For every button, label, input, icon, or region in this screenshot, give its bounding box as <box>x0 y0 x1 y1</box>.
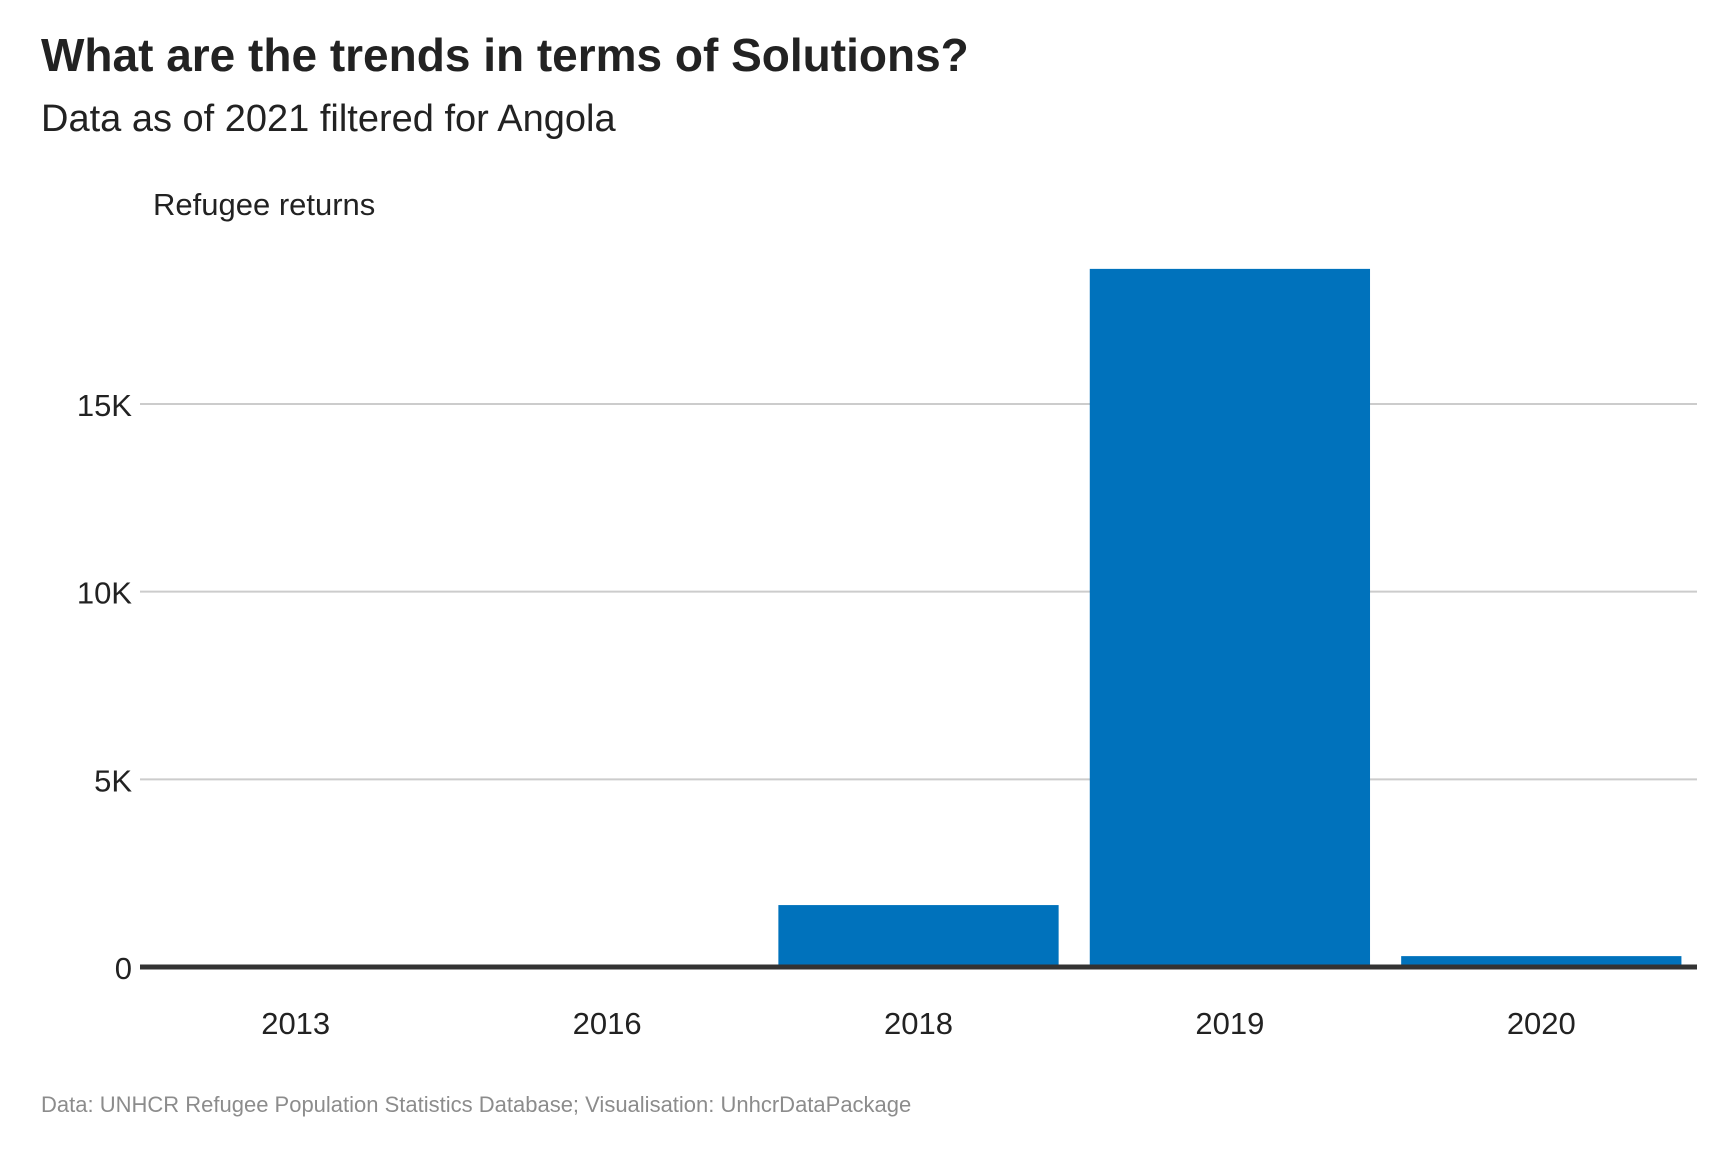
bar-2020 <box>1401 956 1682 967</box>
y-tick-label: 0 <box>115 951 132 986</box>
y-tick-label: 5K <box>94 763 132 798</box>
y-tick-label: 15K <box>77 388 132 423</box>
x-tick-labels: 2013 2016 2018 2019 2020 <box>261 1006 1576 1041</box>
bar-2018 <box>778 905 1059 967</box>
chart-title: What are the trends in terms of Solution… <box>41 29 969 81</box>
x-tick-label: 2013 <box>261 1006 330 1041</box>
x-tick-label: 2018 <box>884 1006 953 1041</box>
x-tick-label: 2019 <box>1195 1006 1264 1041</box>
bars <box>155 268 1682 967</box>
x-tick-label: 2020 <box>1507 1006 1576 1041</box>
bar-2019 <box>1089 268 1371 967</box>
x-tick-label: 2016 <box>573 1006 642 1041</box>
y-tick-label: 10K <box>77 576 132 611</box>
chart-subtitle: Data as of 2021 filtered for Angola <box>41 98 616 140</box>
y-tick-labels: 0 5K 10K 15K <box>77 388 132 986</box>
gridlines <box>140 403 1697 781</box>
source-caption: Data: UNHCR Refugee Population Statistic… <box>41 1092 912 1117</box>
y-axis-label: Refugee returns <box>153 187 375 222</box>
